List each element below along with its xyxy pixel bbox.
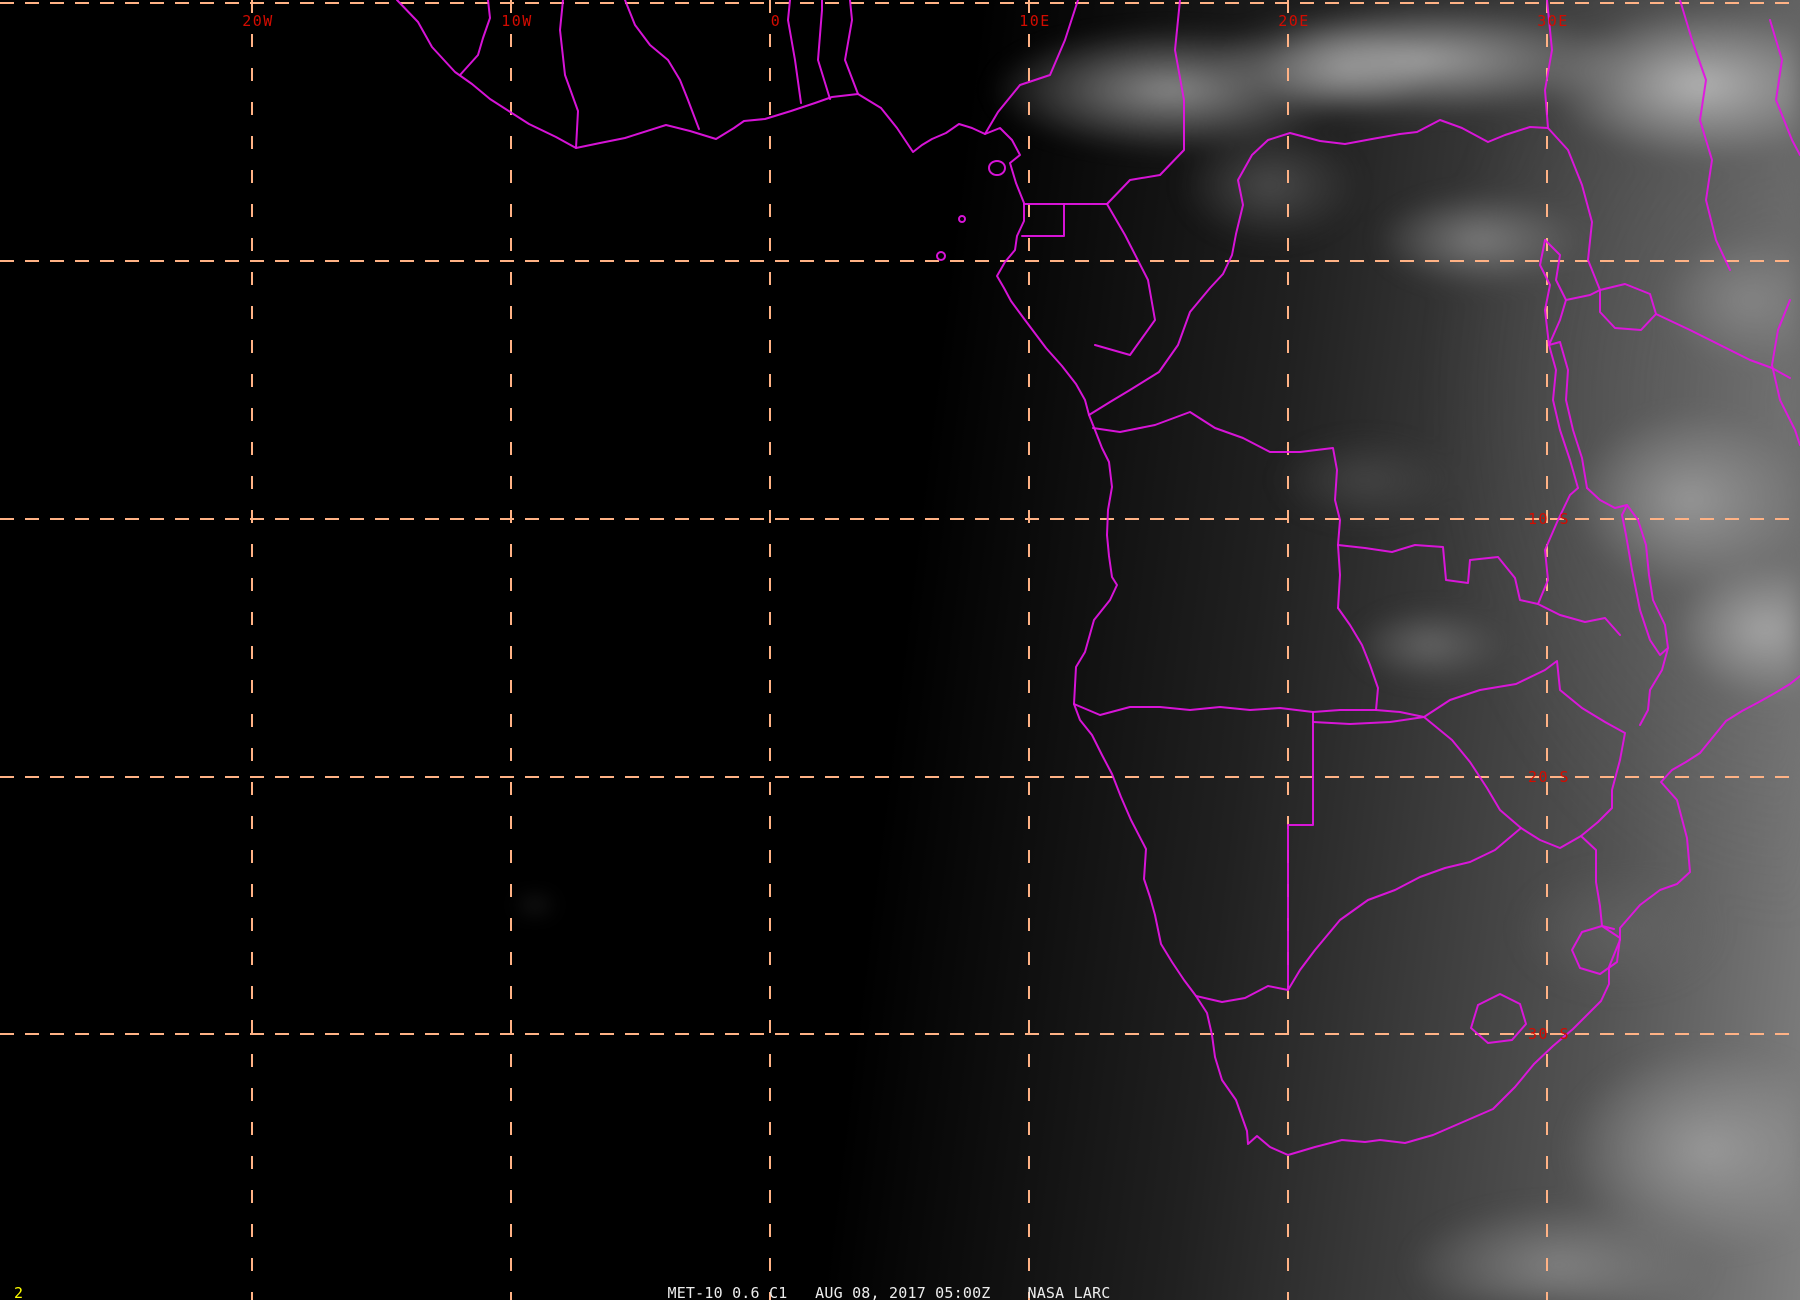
border-zimbabwe-loop	[1423, 660, 1626, 849]
border-congo-river-drc	[1088, 119, 1549, 416]
border-lesotho	[1470, 993, 1527, 1044]
image-caption: MET-10 0.6 C1 AUG 08, 2017 05:00Z NASA L…	[667, 1284, 1111, 1300]
border-cameroon-gabon-congo	[1063, 203, 1156, 356]
country-borders	[396, 0, 1800, 1156]
lake-tanganyika-east-shore	[1548, 341, 1588, 489]
border-tanzania-zambia	[1586, 487, 1628, 509]
border-uganda-branch	[1547, 127, 1601, 291]
border-rwanda-burundi	[1544, 239, 1567, 346]
border-zambia-drc-pedicle	[1337, 487, 1579, 605]
border-southafrica-botswana	[1287, 827, 1522, 991]
island-principe	[958, 215, 966, 223]
border-equatorial-guinea	[1021, 203, 1065, 237]
border-namibia-botswana-southafrica	[1195, 711, 1314, 1003]
border-angola-namibia-caprivi	[1073, 703, 1425, 718]
coastline-tanzania	[1771, 299, 1800, 446]
border-liberia-ivory-coast	[559, 0, 579, 149]
border-cameroon-car	[1106, 0, 1185, 205]
border-togo-benin	[817, 0, 831, 100]
border-ivory-coast-ghana	[624, 0, 700, 130]
lat-label-30S: 30 S	[1527, 1025, 1571, 1043]
lake-tanganyika-west-shore	[1548, 344, 1579, 489]
border-kenya-tanzania	[1655, 313, 1791, 379]
border-kivu-north	[1539, 239, 1551, 346]
lon-label-10W: 10W	[501, 12, 533, 30]
lake-victoria	[1599, 283, 1657, 331]
border-south-sudan-branch	[1544, 0, 1553, 129]
border-ethiopia-kenya	[1679, 0, 1731, 271]
border-angola-drc	[1092, 411, 1341, 609]
island-sao-tome	[936, 251, 946, 261]
lon-label-10E: 10E	[1019, 12, 1051, 30]
border-rwanda-tanzania	[1565, 289, 1601, 301]
border-benin-nigeria	[844, 0, 859, 95]
border-swaziland	[1571, 925, 1621, 975]
coastline-west-africa-to-mozambique	[396, 0, 1800, 1156]
lat-label-10S: 10 S	[1527, 510, 1571, 528]
border-angola-zambia-zambezi	[1337, 607, 1379, 711]
border-malawi-south	[1639, 647, 1669, 726]
border-ethiopia-east	[1769, 19, 1800, 156]
island-bioko	[988, 160, 1006, 176]
lat-label-20S: 20 S	[1527, 768, 1571, 786]
lon-label-0: 0	[770, 12, 782, 30]
border-caprivi-south	[1312, 716, 1425, 725]
lon-label-30E: 30E	[1537, 12, 1569, 30]
border-southafrica-mozambique	[1580, 835, 1615, 930]
border-zambia-east	[1537, 603, 1621, 636]
border-nigeria-cameroon	[984, 0, 1079, 135]
lon-label-20W: 20W	[242, 12, 274, 30]
lon-label-20E: 20E	[1278, 12, 1310, 30]
border-sierra-leone-liberia	[459, 0, 491, 76]
lake-malawi	[1621, 504, 1669, 656]
frame-number-indicator: 2	[14, 1284, 24, 1300]
border-ghana-togo	[787, 0, 802, 104]
